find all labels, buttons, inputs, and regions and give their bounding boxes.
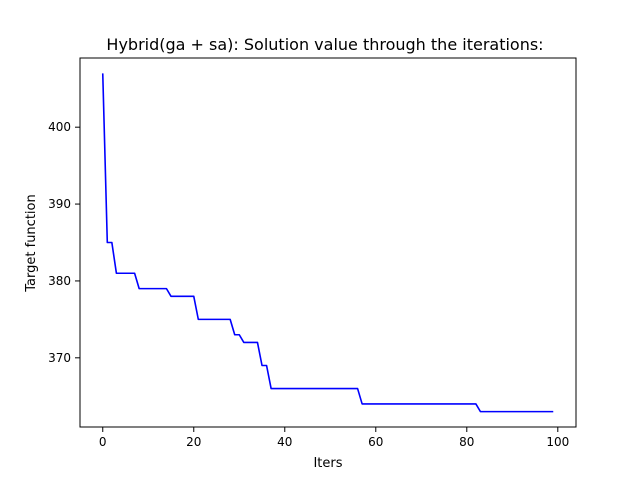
y-tick-label: 400	[48, 120, 71, 134]
y-axis: 370 380 390 400	[48, 120, 80, 365]
x-tick-label: 40	[277, 435, 292, 449]
y-tick-label: 380	[48, 274, 71, 288]
x-tick-label: 20	[186, 435, 201, 449]
x-axis: 0 20 40 60 80 100	[99, 427, 569, 449]
x-tick-label: 100	[546, 435, 569, 449]
x-axis-label: Iters	[313, 456, 342, 471]
series-line	[101, 73, 554, 413]
plot-area-frame	[79, 57, 577, 428]
chart-title: Hybrid(ga + sa): Solution value through …	[106, 35, 543, 54]
y-tick-label: 370	[48, 351, 71, 365]
x-tick-label: 60	[368, 435, 383, 449]
x-tick-label: 0	[99, 435, 107, 449]
y-tick-label: 390	[48, 197, 71, 211]
plot-series	[101, 73, 554, 413]
y-axis-label: Target function	[24, 194, 39, 292]
x-tick-label: 80	[459, 435, 474, 449]
